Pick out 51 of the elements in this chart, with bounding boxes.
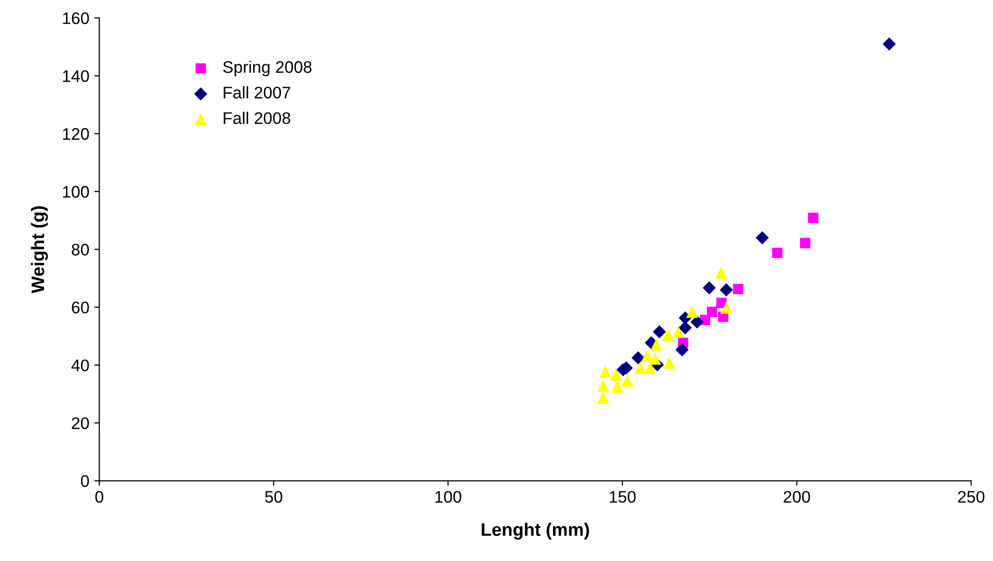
point bbox=[610, 368, 622, 381]
point bbox=[808, 212, 818, 223]
y-tick-label: 120 bbox=[63, 128, 89, 140]
point bbox=[641, 350, 654, 362]
point bbox=[632, 351, 645, 364]
point bbox=[706, 306, 718, 317]
point bbox=[800, 238, 810, 248]
y-tick-label: 100 bbox=[63, 186, 89, 198]
point bbox=[686, 306, 698, 318]
point bbox=[650, 338, 662, 351]
point bbox=[672, 326, 684, 338]
point bbox=[652, 325, 666, 338]
legend-label: Spring 2008 bbox=[223, 60, 312, 76]
point bbox=[649, 352, 662, 365]
point bbox=[715, 266, 728, 279]
point bbox=[678, 321, 692, 334]
y-tick-label: 140 bbox=[63, 70, 89, 82]
x-tick-label: 0 bbox=[95, 490, 104, 503]
x-axis-title: Lenght (mm) bbox=[482, 522, 589, 540]
point bbox=[720, 302, 732, 314]
x-tick-label: 100 bbox=[435, 490, 462, 503]
x-tick-label: 200 bbox=[784, 490, 810, 503]
point bbox=[772, 248, 782, 258]
x-tick-label: 250 bbox=[958, 490, 984, 503]
point bbox=[597, 392, 610, 404]
y-tick-label: 0 bbox=[80, 475, 89, 487]
y-tick-label: 40 bbox=[71, 359, 89, 372]
point bbox=[675, 343, 689, 356]
y-tick-label: 20 bbox=[72, 417, 89, 430]
point bbox=[597, 380, 610, 392]
point bbox=[662, 328, 674, 341]
legend-label: Fall 2008 bbox=[224, 112, 290, 124]
y-tick-label: 60 bbox=[72, 302, 89, 314]
point bbox=[882, 37, 896, 51]
point bbox=[663, 356, 676, 369]
point bbox=[611, 380, 624, 393]
point bbox=[702, 281, 716, 294]
point bbox=[599, 366, 612, 378]
point bbox=[733, 284, 744, 294]
x-tick-label: 50 bbox=[265, 490, 282, 503]
y-tick-label: 80 bbox=[72, 244, 89, 256]
y-axis-title: Weight (g) bbox=[30, 206, 48, 294]
point bbox=[634, 362, 646, 374]
point bbox=[720, 283, 733, 296]
point bbox=[690, 315, 704, 329]
x-tick-label: 150 bbox=[610, 490, 636, 503]
legend-label: Fall 2007 bbox=[224, 86, 290, 98]
point bbox=[644, 362, 656, 374]
point bbox=[621, 374, 634, 387]
y-tick-label: 160 bbox=[63, 12, 89, 24]
point bbox=[756, 231, 769, 244]
